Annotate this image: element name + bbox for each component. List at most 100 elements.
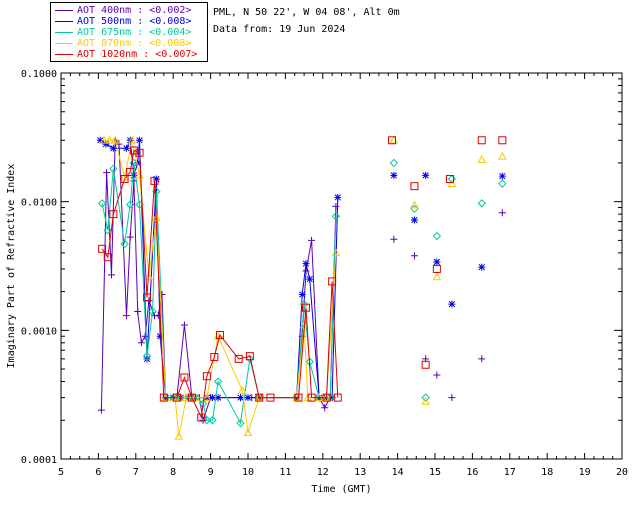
data-point	[308, 236, 316, 244]
data-point	[432, 272, 442, 281]
site-info: PML, N 50 22', W 04 08', Alt 0m	[213, 7, 400, 18]
data-point	[322, 393, 331, 402]
data-point	[150, 176, 159, 185]
x-tick-label: 6	[95, 467, 101, 478]
data-point	[331, 212, 341, 221]
data-point	[122, 312, 130, 320]
data-point	[421, 396, 430, 405]
y-tick-label: 0.1000	[21, 69, 57, 80]
data-point	[302, 260, 310, 268]
data-point	[307, 393, 316, 402]
data-point	[387, 136, 396, 145]
data-point	[141, 332, 149, 340]
data-point	[432, 264, 441, 273]
data-point	[266, 393, 275, 402]
data-point	[109, 164, 118, 174]
data-point	[421, 360, 430, 369]
data-point	[306, 275, 314, 283]
x-tick-label: 7	[133, 467, 139, 478]
data-point	[215, 330, 224, 339]
legend-label: AOT 400nm : <0.002>	[77, 5, 192, 16]
x-tick-label: 8	[170, 467, 176, 478]
data-point	[172, 393, 181, 402]
data-point	[410, 216, 418, 224]
data-point	[301, 303, 310, 312]
data-point	[390, 235, 398, 243]
data-point	[447, 179, 457, 187]
x-tick-label: 14	[392, 467, 404, 478]
data-point	[96, 136, 104, 144]
data-point	[120, 175, 129, 184]
legend-item-400: AOT 400nm : <0.002>	[55, 5, 191, 16]
data-point	[213, 377, 223, 386]
data-point	[174, 431, 184, 440]
series-line-4	[101, 149, 339, 420]
data-point	[448, 394, 456, 402]
data-point	[105, 135, 114, 144]
x-tick-label: 20	[616, 467, 628, 478]
data-point	[127, 135, 137, 144]
data-point	[136, 136, 144, 144]
data-point	[332, 202, 340, 210]
y-tick-label: 0.0100	[21, 198, 57, 209]
legend-item-1020: AOT 1020nm : <0.007>	[55, 49, 197, 60]
data-point	[122, 144, 130, 152]
data-point	[498, 136, 507, 145]
y-tick-label: 0.0001	[21, 455, 57, 466]
data-point	[143, 355, 151, 363]
data-point	[109, 144, 117, 152]
x-tick-label: 17	[504, 467, 516, 478]
legend: AOT 400nm : <0.002> AOT 500nm : <0.008> …	[50, 2, 208, 62]
data-point	[478, 355, 486, 363]
data-point	[477, 136, 486, 145]
x-tick-label: 10	[242, 467, 254, 478]
data-point	[390, 171, 398, 179]
data-point	[333, 393, 342, 402]
x-tick-label: 15	[429, 467, 441, 478]
data-point	[433, 258, 441, 266]
data-point	[237, 394, 245, 402]
data-point	[144, 272, 154, 281]
data-point	[314, 393, 324, 402]
data-point	[135, 148, 144, 157]
data-point	[208, 416, 217, 425]
y-tick-label: 0.0010	[21, 326, 57, 337]
legend-item-675: AOT 675nm : <0.004>	[55, 27, 191, 38]
data-point	[334, 193, 342, 201]
data-point	[245, 354, 255, 364]
data-point	[445, 175, 454, 184]
data-point	[477, 199, 486, 208]
data-point	[156, 332, 164, 340]
data-point	[180, 373, 189, 382]
data-point	[410, 182, 419, 191]
data-point	[210, 353, 219, 362]
legend-label: AOT 870nm : <0.008>	[77, 38, 192, 49]
data-point	[432, 231, 442, 241]
data-point	[142, 351, 152, 361]
data-point	[389, 158, 399, 168]
data-point	[389, 135, 399, 144]
y-axis-label: Imaginary Part of Refractive Index	[6, 164, 17, 369]
data-point	[294, 393, 303, 402]
data-point	[109, 210, 118, 219]
x-tick-label: 5	[58, 467, 64, 478]
data-point	[120, 239, 129, 249]
data-point	[214, 394, 222, 402]
data-point	[197, 413, 206, 422]
data-point	[125, 200, 135, 209]
data-point	[103, 253, 112, 262]
data-point	[99, 135, 109, 144]
data-point	[152, 175, 160, 183]
data-point	[245, 352, 254, 361]
data-point	[498, 209, 506, 217]
data-point	[110, 135, 120, 144]
data-point	[97, 406, 105, 414]
date-info: Data from: 19 Jun 2024	[213, 24, 346, 35]
data-point	[135, 170, 144, 179]
data-point	[447, 174, 457, 184]
data-point	[126, 168, 135, 177]
data-point	[180, 321, 188, 329]
data-point	[208, 394, 216, 402]
data-point	[107, 271, 115, 279]
legend-label: AOT 675nm : <0.004>	[77, 27, 192, 38]
